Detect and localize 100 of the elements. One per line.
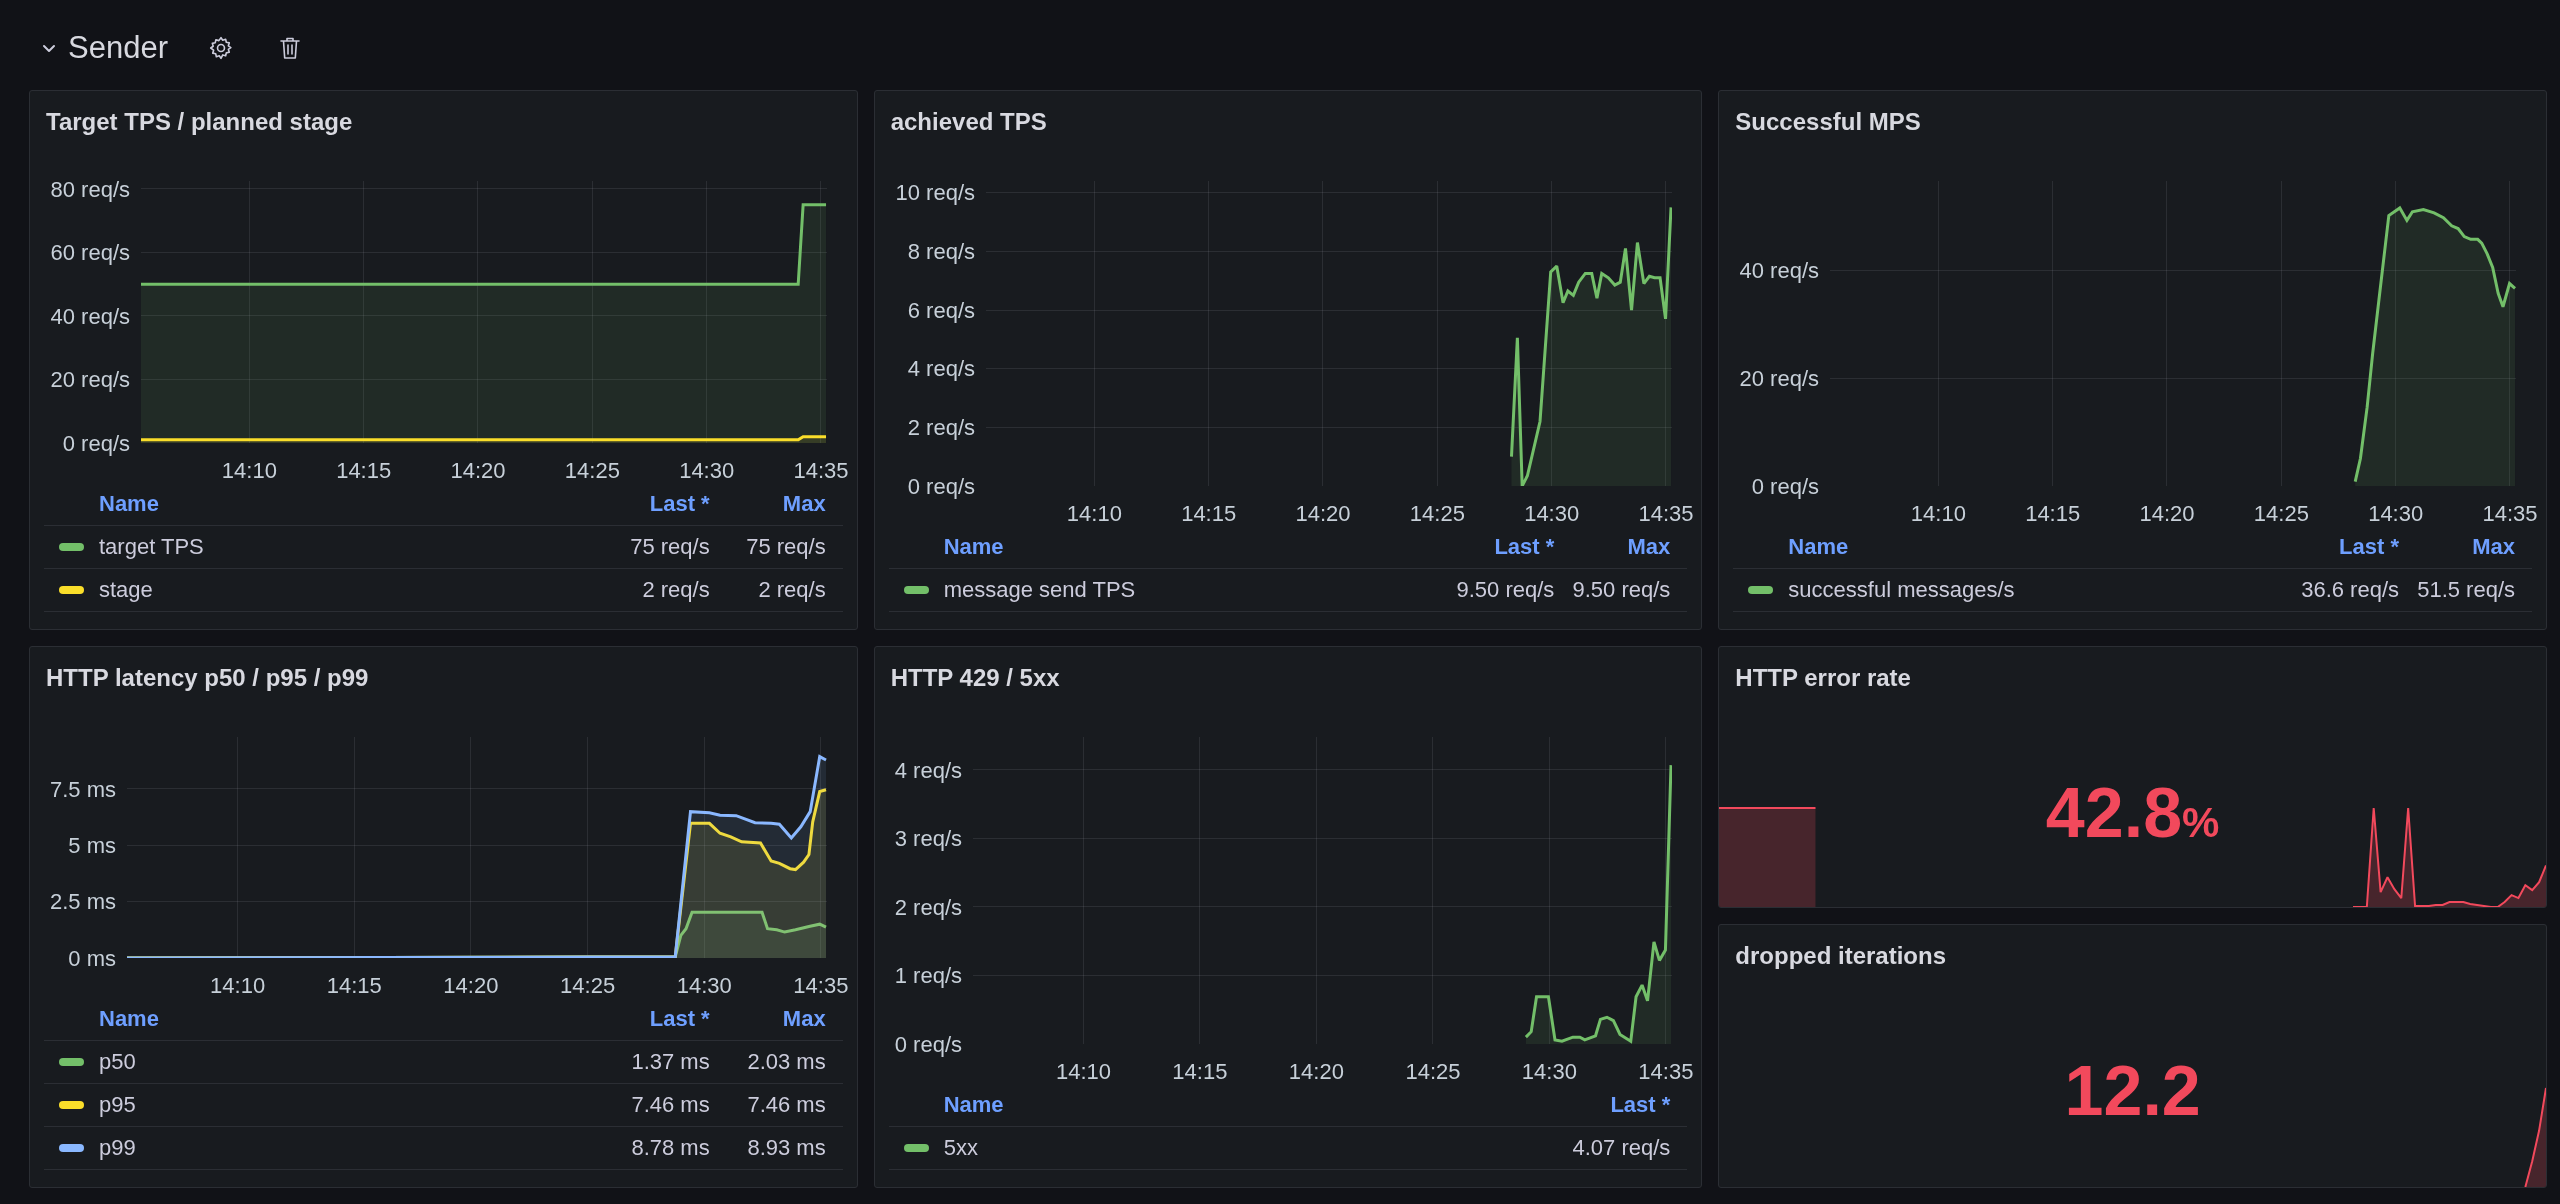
legend-title: Name <box>1787 534 1850 560</box>
legend-label: message send TPS <box>943 577 1136 603</box>
x-tick-label: 14:15 <box>326 973 382 998</box>
text: 8.78 ms <box>630 1135 710 1161</box>
y-tick-label: 20 req/s <box>1739 365 1820 391</box>
y-tick-label: 6 req/s <box>907 297 975 323</box>
text: Last * <box>1609 1092 1671 1118</box>
text: Last * <box>648 491 710 517</box>
text: 4.07 req/s <box>1571 1135 1671 1161</box>
y-tick-label: 60 req/s <box>50 240 130 266</box>
x-tick-label: 14:15 <box>1172 1059 1228 1084</box>
x-tick-label: 14:10 <box>1055 1059 1111 1084</box>
text: Max <box>781 491 826 517</box>
y-tick-label: 0 req/s <box>894 1031 962 1057</box>
text: 2 req/s <box>641 577 710 603</box>
text: 7.46 ms <box>746 1092 826 1118</box>
text: 2 req/s <box>757 577 826 603</box>
x-tick-label: 14:20 <box>1295 501 1351 526</box>
legend-label: successful messages/s <box>1788 577 2015 603</box>
x-tick-label: 14:25 <box>564 458 620 483</box>
y-tick-label: 40 req/s <box>1739 257 1820 283</box>
chart-title: HTTP error rate <box>1734 663 1912 693</box>
y-tick-label: 20 req/s <box>50 367 130 393</box>
annotation: 12.2 <box>2064 1052 2201 1130</box>
chart-title: Target TPS / planned stage <box>45 107 354 137</box>
x-tick-label: 14:20 <box>2139 501 2195 526</box>
legend-label: p99 <box>99 1135 136 1161</box>
x-tick-label: 14:25 <box>1405 1059 1461 1084</box>
x-tick-label: 14:35 <box>1638 501 1694 526</box>
x-tick-label: 14:25 <box>1409 501 1465 526</box>
x-tick-label: 14:35 <box>2482 501 2538 526</box>
y-tick-label: 3 req/s <box>894 826 962 852</box>
text: 7.46 ms <box>630 1092 710 1118</box>
y-tick-label: 5 ms <box>68 832 116 858</box>
chart-title: HTTP 429 / 5xx <box>889 663 1061 693</box>
legend-title: Name <box>98 491 160 517</box>
text: 1.37 ms <box>630 1049 710 1075</box>
legend-label: stage <box>99 577 153 603</box>
x-tick-label: 14:10 <box>210 973 266 998</box>
y-tick-label: 0 req/s <box>907 473 975 499</box>
y-tick-label: 4 req/s <box>894 757 962 783</box>
text: Sender <box>68 30 168 66</box>
x-tick-label: 14:30 <box>679 458 735 483</box>
x-tick-label: 14:35 <box>793 458 849 483</box>
text: Last * <box>1493 534 1555 560</box>
y-tick-label: 1 req/s <box>894 963 962 989</box>
x-tick-label: 14:20 <box>450 458 506 483</box>
y-tick-label: 2.5 ms <box>49 889 116 915</box>
text: 75 req/s <box>629 534 710 560</box>
legend-label: 5xx <box>943 1135 978 1161</box>
y-tick-label: 7.5 ms <box>49 776 116 802</box>
x-tick-label: 14:35 <box>793 973 849 998</box>
chart-title: achieved TPS <box>889 107 1048 137</box>
x-tick-label: 14:10 <box>1066 501 1122 526</box>
x-tick-label: 14:30 <box>676 973 732 998</box>
x-tick-label: 14:15 <box>336 458 392 483</box>
legend-title: Name <box>98 1006 160 1032</box>
x-tick-label: 14:10 <box>1911 501 1967 526</box>
chart-title: dropped iterations <box>1734 941 1947 971</box>
text: 2.03 ms <box>746 1049 826 1075</box>
legend-label: target TPS <box>99 534 204 560</box>
x-tick-label: 14:15 <box>1180 501 1236 526</box>
y-tick-label: 2 req/s <box>907 415 975 441</box>
text: 36.6 req/s <box>2300 577 2399 603</box>
text: Max <box>781 1006 826 1032</box>
y-tick-label: 0 req/s <box>1752 473 1820 499</box>
y-tick-label: 2 req/s <box>894 894 962 920</box>
x-tick-label: 14:30 <box>1521 1059 1577 1084</box>
legend-title: Name <box>942 1092 1005 1118</box>
x-tick-label: 14:20 <box>1288 1059 1344 1084</box>
text: 75 req/s <box>745 534 826 560</box>
y-tick-label: 40 req/s <box>50 303 130 329</box>
x-tick-label: 14:15 <box>2025 501 2081 526</box>
annotation: 42.8% <box>2045 774 2220 852</box>
y-tick-label: 80 req/s <box>50 176 130 202</box>
text: Last * <box>2338 534 2399 560</box>
text: 51.5 req/s <box>2416 577 2515 603</box>
y-tick-label: 0 ms <box>68 945 116 971</box>
legend-label: p95 <box>99 1092 136 1118</box>
text: Max <box>2471 534 2515 560</box>
x-tick-label: 14:20 <box>443 973 499 998</box>
y-tick-label: 0 req/s <box>62 430 130 456</box>
chart-title: HTTP latency p50 / p95 / p99 <box>45 663 370 693</box>
x-tick-label: 14:30 <box>2368 501 2424 526</box>
legend-title: Name <box>942 534 1005 560</box>
legend-label: p50 <box>99 1049 136 1075</box>
y-tick-label: 4 req/s <box>907 356 975 382</box>
text: 9.50 req/s <box>1455 577 1555 603</box>
x-tick-label: 14:10 <box>221 458 277 483</box>
x-tick-label: 14:25 <box>2254 501 2310 526</box>
y-tick-label: 10 req/s <box>895 180 975 206</box>
y-tick-label: 8 req/s <box>907 239 975 265</box>
x-tick-label: 14:30 <box>1523 501 1579 526</box>
chart-title: Successful MPS <box>1734 107 1922 137</box>
text: Last * <box>648 1006 710 1032</box>
text: Max <box>1626 534 1671 560</box>
x-tick-label: 14:35 <box>1637 1059 1694 1084</box>
x-tick-label: 14:25 <box>560 973 616 998</box>
text: 9.50 req/s <box>1571 577 1671 603</box>
text: 8.93 ms <box>746 1135 826 1161</box>
